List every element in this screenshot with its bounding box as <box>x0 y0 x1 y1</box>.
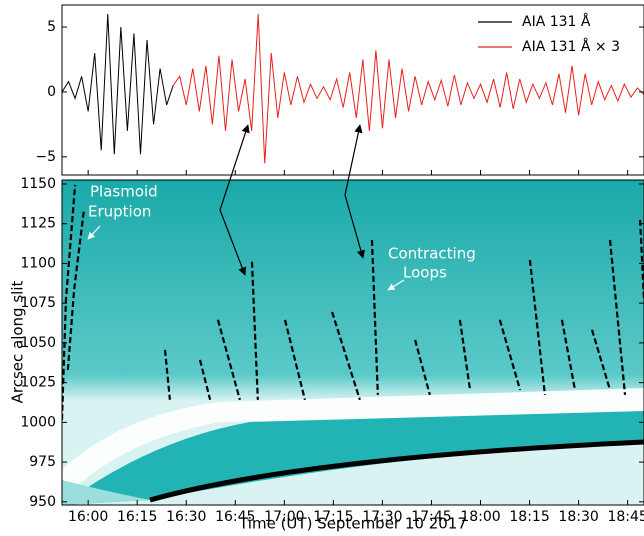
x-tick-label: 17:45 <box>411 509 451 525</box>
top-frame <box>61 4 644 176</box>
annotation: Contracting <box>388 245 476 263</box>
legend-label: AIA 131 Å × 3 <box>522 38 620 55</box>
y-tick-label: 5 <box>47 19 56 35</box>
x-tick-label: 16:30 <box>166 509 206 525</box>
loop-track <box>498 319 522 391</box>
y-tick-label: 1050 <box>20 335 56 351</box>
y-tick-label: 950 <box>29 494 56 510</box>
x-axis-label: Time (UT) September 10 2017 <box>238 515 467 533</box>
y-tick-label: 1150 <box>20 176 56 192</box>
loop-track <box>458 319 472 391</box>
annotation-arrows <box>87 124 405 291</box>
x-tick-label: 16:15 <box>117 509 157 525</box>
annotation: Plasmoid <box>90 183 158 201</box>
x-tick-label: 16:00 <box>68 509 108 525</box>
x-tick-label: 17:30 <box>362 509 402 525</box>
x-tick-label: 18:30 <box>558 509 598 525</box>
legend-label: AIA 131 Å <box>522 13 591 30</box>
annotation: Loops <box>403 264 447 282</box>
x-tick-label: 17:00 <box>264 509 304 525</box>
y-tick-label: 1100 <box>20 255 56 271</box>
series-line <box>62 14 174 155</box>
loop-track <box>590 329 612 391</box>
x-tick-label: 18:45 <box>607 509 644 525</box>
y-tick-label: 1000 <box>20 414 56 430</box>
y-axis-label: Arcsec along slit <box>9 281 27 404</box>
loop-track <box>638 219 644 301</box>
loop-track <box>528 259 547 395</box>
loop-track <box>62 184 77 420</box>
loop-track <box>198 359 212 401</box>
loop-track <box>560 319 577 391</box>
loop-track <box>283 319 307 401</box>
series-line <box>172 14 644 164</box>
time-distance-image <box>62 180 644 505</box>
annotation: Eruption <box>88 203 151 221</box>
loop-track <box>216 319 241 401</box>
loop-track <box>370 239 379 395</box>
loop-track <box>163 349 171 400</box>
loop-track <box>250 261 259 400</box>
y-tick-label: 1125 <box>20 216 56 232</box>
x-tick-label: 18:00 <box>460 509 500 525</box>
x-tick-label: 18:15 <box>509 509 549 525</box>
loop-track <box>331 311 361 401</box>
y-tick-label: 975 <box>29 454 56 470</box>
y-tick-label: 0 <box>47 84 56 100</box>
y-tick-label: 1025 <box>20 375 56 391</box>
x-tick-label: 16:45 <box>215 509 255 525</box>
loop-track <box>414 339 431 396</box>
y-tick-label: −5 <box>35 149 56 165</box>
loop-track <box>608 239 627 395</box>
y-tick-label: 1075 <box>20 295 56 311</box>
x-tick-label: 17:15 <box>313 509 353 525</box>
